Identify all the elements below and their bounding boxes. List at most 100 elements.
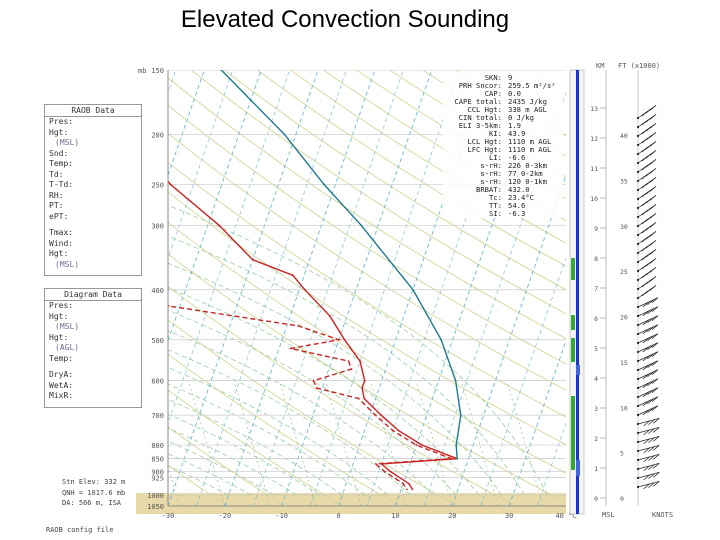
wind-barb-flag: [645, 287, 653, 294]
wind-barb-flag: [647, 344, 654, 351]
wind-barb-flag: [642, 319, 650, 326]
wind-barb-flag: [651, 333, 659, 339]
wind-barb-flag: [641, 290, 649, 297]
wind-barb-flag: [651, 351, 659, 357]
isotherm: [0, 70, 34, 506]
temperature-point: [361, 387, 363, 389]
wind-barb-flag: [649, 249, 657, 255]
wind-barb-flag: [649, 177, 657, 183]
wind-barb-flag: [649, 159, 657, 165]
wind-barb-shaft: [637, 426, 660, 434]
wind-barb-shaft: [637, 453, 660, 461]
wind-barb-flag: [649, 186, 657, 192]
wind-barb-flag: [647, 407, 654, 414]
index-value: 120 0-1km: [508, 177, 547, 186]
diagram-field: Hgt:: [49, 311, 69, 321]
dry-adiabat: [168, 77, 566, 340]
temperature-point: [363, 379, 366, 382]
dewpoint-point: [383, 470, 386, 473]
wind-barb-flag: [645, 224, 653, 231]
km-tick-label: 5: [594, 345, 598, 353]
ft-tick-label: 25: [620, 268, 628, 276]
pressure-tick-label: 600: [151, 378, 164, 386]
dewpoint-point: [415, 444, 418, 446]
index-value: 226 0-3km: [508, 161, 547, 170]
diagram-field-list-2: DryA: WetA: MixR:: [45, 370, 141, 402]
parcel-point: [323, 183, 325, 186]
km-axis-label: KM: [596, 62, 604, 70]
wind-barb-flag: [649, 276, 657, 282]
wind-barb-flag: [649, 231, 657, 237]
wind-barb-flag: [641, 245, 649, 252]
mixing-ratio-line: [506, 380, 544, 506]
dewpoint-point: [5, 134, 7, 136]
wind-barb-flag: [645, 197, 653, 204]
index-value: 338 m AGL: [508, 105, 547, 114]
isotherm: [594, 70, 720, 506]
ft-axis-label: FT (x1000): [618, 62, 660, 70]
temperature-point: [389, 470, 392, 473]
wind-barb-flag: [641, 209, 649, 216]
wind-barb-dot: [636, 287, 640, 291]
moist-adiabat: [168, 440, 275, 496]
altitude-marker-green: [571, 258, 575, 280]
altitude-marker-blue: [576, 460, 580, 476]
raob-field-list-2: Tmax: Wind: Hgt: (MSL): [45, 228, 141, 270]
dewpoint-point: [11, 184, 13, 186]
diagram-field: Pres:: [49, 301, 74, 310]
wind-barb-flag: [642, 346, 650, 353]
wind-barb-flag: [651, 360, 659, 366]
wind-barb-dot: [636, 134, 640, 138]
temperature-point: [407, 482, 410, 485]
pressure-tick-label: 1000: [147, 492, 164, 500]
wind-barb-flag: [649, 285, 657, 291]
wind-barb-dot: [636, 359, 640, 363]
index-value: 1110 m AGL: [508, 137, 551, 146]
qnh-value: QNH = 1017.6 mb: [62, 489, 126, 497]
temperature-point: [343, 338, 346, 341]
wind-barb-flag: [641, 254, 649, 261]
wind-barb-dot: [636, 449, 640, 453]
km-tick-label: 2: [594, 435, 598, 443]
wind-barb-flag: [645, 152, 653, 159]
pressure-tick-label: 800: [151, 442, 164, 450]
wind-barb-dot: [636, 422, 640, 426]
wind-barb-flag: [648, 446, 655, 452]
wind-barb-dot: [636, 395, 640, 399]
wind-barb-flag: [647, 353, 654, 360]
index-value: 54.6: [508, 201, 525, 210]
raob-data-panel: RAOB Data Pres: Hgt: (MSL) Snd: Temp: Td: T-Td…: [44, 104, 142, 276]
mixing-ratio-line: [233, 380, 271, 506]
wind-barb-dot: [636, 431, 640, 435]
wind-barb-flag: [642, 391, 650, 398]
wind-barb-flag: [645, 170, 653, 177]
wind-barb-flag: [641, 227, 649, 234]
index-value: -6.3: [508, 209, 525, 218]
wind-barb-flag: [641, 146, 649, 153]
wind-barb-dot: [636, 179, 640, 183]
parcel-line: [220, 70, 462, 459]
wind-barb-flag: [649, 150, 657, 156]
ft-tick-label: 5: [620, 450, 624, 458]
km-tick-label: 7: [594, 285, 598, 293]
index-label: LFC Hgt:: [467, 145, 502, 154]
index-label: SKN:: [485, 73, 502, 82]
wind-barb-flag: [641, 263, 649, 270]
wind-barb-flag: [653, 445, 660, 451]
index-value: 1.9: [508, 121, 521, 130]
wind-barb-flag: [647, 371, 654, 378]
pressure-tick-label: 500: [151, 337, 164, 345]
wind-barb-dot: [636, 143, 640, 147]
wind-barb-dot: [636, 188, 640, 192]
parcel-point: [360, 224, 363, 227]
raob-field: RH:: [49, 190, 64, 200]
raob-field: Wind:: [49, 238, 74, 248]
wind-barb-flag: [651, 387, 659, 393]
km-tick-label: 12: [590, 135, 598, 143]
wind-barb-dot: [636, 233, 640, 237]
density-altitude: DA: 566 m, ISA: [62, 499, 122, 507]
wind-barb-dot: [636, 125, 640, 129]
dewpoint-point: [350, 368, 353, 370]
wind-barb-flag: [647, 299, 654, 306]
